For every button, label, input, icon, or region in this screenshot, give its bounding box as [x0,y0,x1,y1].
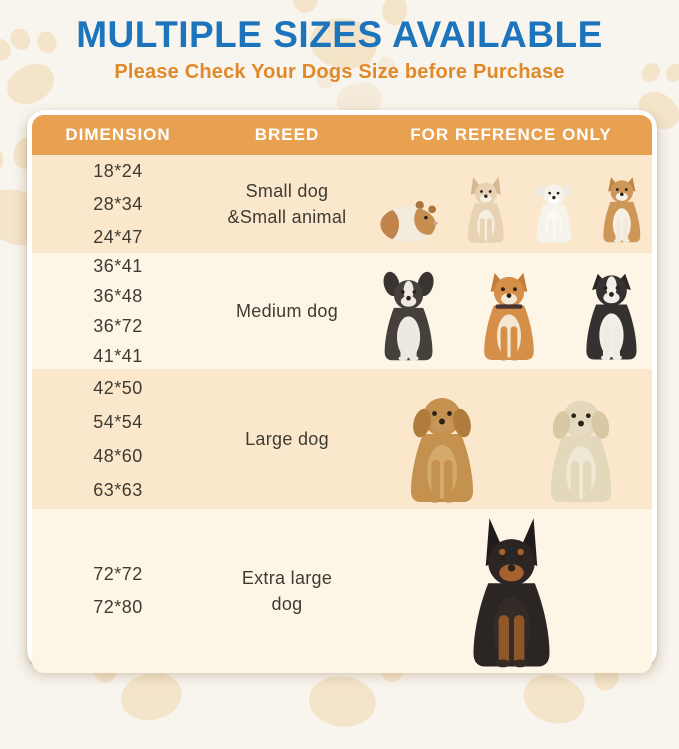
golden-retriever-image [411,398,473,503]
dimension-value: 48*60 [93,445,143,466]
column-header-dimension: DIMENSION [65,125,171,144]
dimension-list: 72*72 72*80 [32,509,204,673]
table-row-small-dog: 18*24 28*34 24*47 Small dog &Small anima… [32,155,652,253]
breed-line: &Small animal [227,207,347,227]
breed-line: Small dog [245,180,329,201]
corgi-puppy-image [603,177,641,243]
breed-line: Large dog [245,428,329,449]
breed-label: Large dog [204,369,370,509]
page-subtitle: Please Check Your Dogs Size before Purch… [114,61,565,83]
dimension-value: 36*48 [93,285,143,306]
breed-label: Medium dog [204,253,370,369]
breed-label: Small dog &Small animal [204,155,370,253]
page-title: MULTIPLE SIZES AVAILABLE [76,14,603,55]
size-chart-card: DIMENSION BREED FOR REFRENCE ONLY 18*24 … [27,110,657,673]
dimension-value: 42*50 [93,377,143,398]
dimension-value: 72*80 [93,597,143,617]
dimension-value: 18*24 [93,160,143,181]
reference-animal-images [370,155,652,253]
table-row-large-dog: 42*50 54*54 48*60 63*63 Large dog [32,369,652,509]
breed-label: Extra large dog [204,509,370,673]
dimension-value: 28*34 [93,193,143,214]
reference-animal-images [370,253,652,369]
table-header-row: DIMENSION BREED FOR REFRENCE ONLY [32,115,652,155]
shiba-inu-image [484,272,534,361]
column-header-reference: FOR REFRENCE ONLY [410,125,612,144]
dimension-value: 54*54 [93,411,143,432]
bichon-frise-image [535,184,572,243]
doberman-image [473,518,549,668]
size-chart-infographic: MULTIPLE SIZES AVAILABLE Please Check Yo… [0,0,679,732]
guinea-pig-image [380,201,438,243]
dimension-value: 63*63 [93,479,143,500]
breed-line: dog [271,594,303,614]
dimension-value: 36*72 [93,315,143,336]
chihuahua-image [467,176,504,244]
reference-animal-images [370,369,652,509]
border-collie-image [586,273,637,361]
reference-animal-images [370,509,652,673]
table-row-medium-dog: 36*41 36*48 36*72 41*41 Medium dog [32,253,652,369]
column-header-breed: BREED [254,125,320,144]
breed-line: Extra large [241,567,333,588]
french-bulldog-image [383,271,434,361]
breed-line: Medium dog [235,300,339,321]
table-row-extra-large-dog: 72*72 72*80 Extra large dog [32,509,652,673]
dimension-value: 36*41 [93,255,143,276]
dimension-list: 36*41 36*48 36*72 41*41 [32,253,204,369]
dimension-value: 72*72 [93,564,143,584]
dimension-value: 41*41 [93,345,143,366]
dimension-value: 24*47 [93,226,143,247]
dimension-list: 42*50 54*54 48*60 63*63 [32,369,204,509]
dimension-list: 18*24 28*34 24*47 [32,155,204,253]
labrador-image [550,400,612,503]
